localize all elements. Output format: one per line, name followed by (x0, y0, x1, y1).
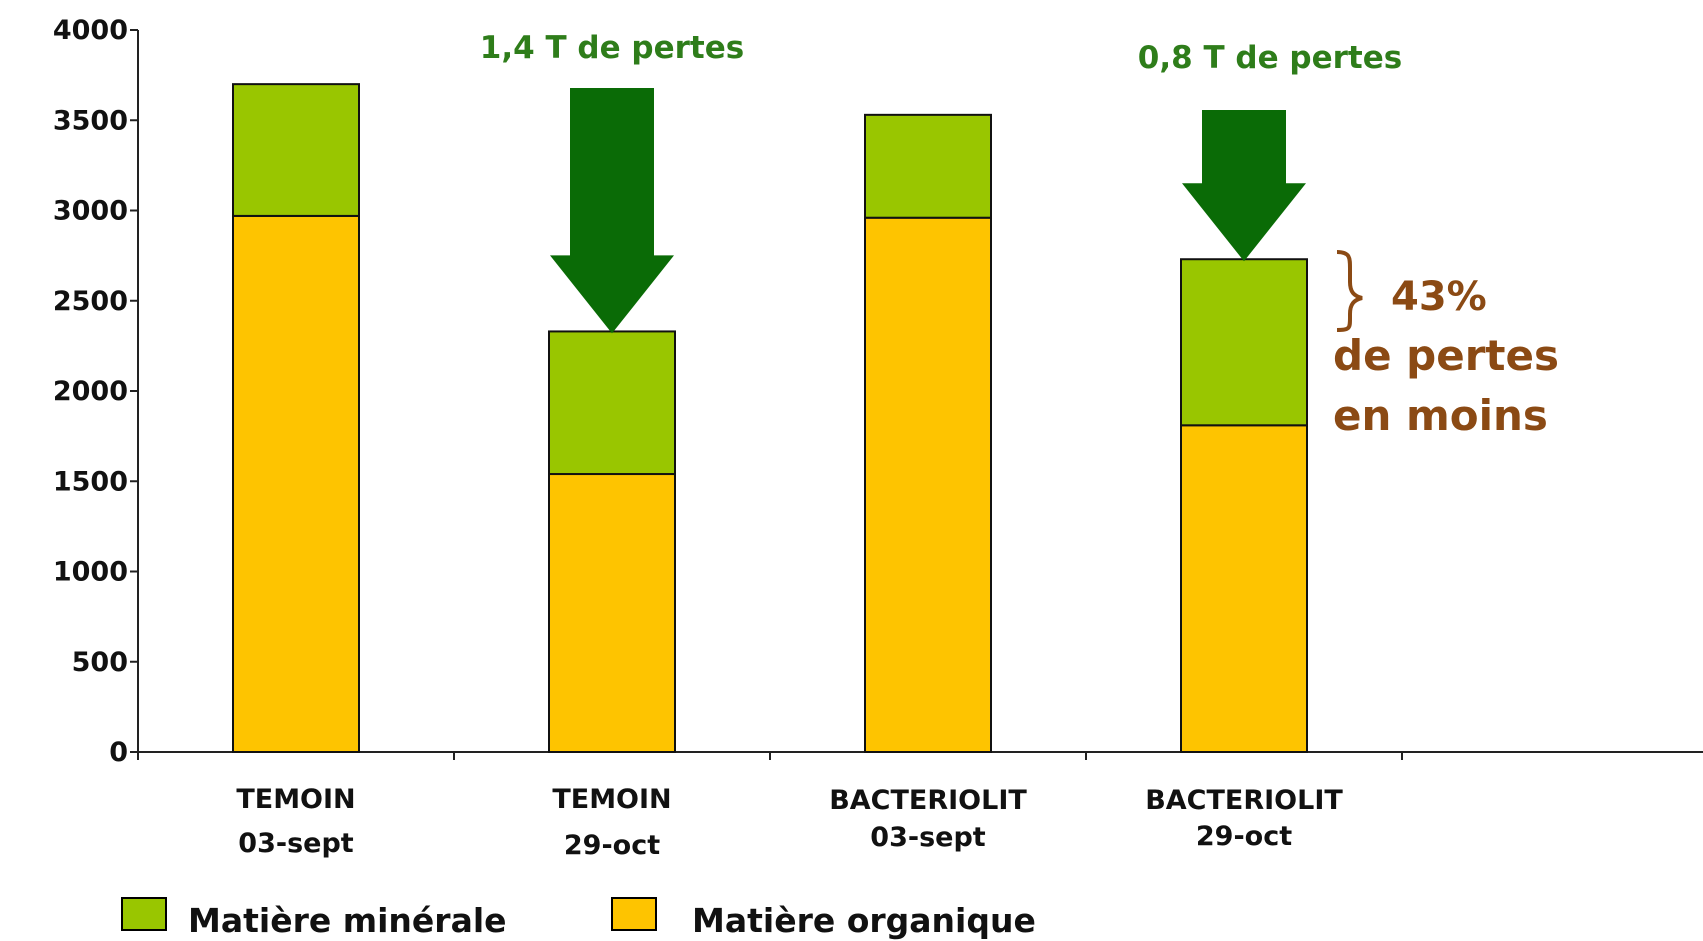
x-category-label: BACTERIOLIT (829, 785, 1027, 816)
bar-segment-organic (1180, 424, 1308, 753)
y-tick-label: 0 (109, 737, 128, 768)
loss-arrows (550, 88, 1306, 334)
bars (232, 83, 1308, 754)
loss-arrow-icon (550, 88, 674, 334)
y-tick-label: 2500 (53, 286, 128, 317)
loss-temoin-label: 1,4 T de pertes (480, 30, 744, 66)
x-category-label: 03-sept (238, 828, 353, 859)
x-category-label: 03-sept (870, 822, 985, 853)
loss-bacteriolit-label: 0,8 T de pertes (1138, 40, 1402, 76)
bar-segment-organic (232, 214, 360, 754)
loss-arrow-icon (1182, 110, 1306, 262)
reduction-percent: 43% (1391, 274, 1487, 320)
legend-label-mineral: Matière minérale (188, 901, 507, 940)
x-category-label: BACTERIOLIT (1145, 785, 1343, 816)
x-category-label: 29-oct (1196, 821, 1292, 852)
y-tick-label: 500 (72, 647, 128, 678)
legend-swatch-mineral (121, 897, 167, 931)
x-category-label: 29-oct (564, 830, 660, 861)
y-tick-label: 1500 (53, 466, 128, 497)
bar-segment-organic (864, 216, 992, 754)
y-tick-label: 1000 (53, 557, 128, 588)
bar-segment-mineral (232, 83, 360, 217)
legend: Matière minérale Matière organique (121, 897, 1036, 940)
reduction-line-2: en moins (1333, 391, 1548, 440)
y-tick-label: 3000 (53, 196, 128, 227)
y-tick-label: 2000 (53, 376, 128, 407)
bar-segment-mineral (1180, 258, 1308, 427)
y-tick-label: 3500 (53, 105, 128, 136)
brace-icon (1336, 250, 1363, 332)
y-tick-label: 4000 (53, 15, 128, 46)
bar-segment-mineral (864, 113, 992, 219)
x-category-label: TEMOIN (236, 784, 355, 815)
bar-segment-mineral (548, 330, 676, 476)
legend-swatch-organic (611, 897, 657, 931)
x-category-label: TEMOIN (552, 784, 671, 815)
y-axis: 0 500 1000 1500 2000 2500 3000 3500 4000 (53, 15, 139, 768)
legend-label-organic: Matière organique (692, 901, 1036, 940)
reduction-line-1: de pertes (1333, 331, 1559, 380)
bar-segment-organic (548, 473, 676, 753)
x-axis: TEMOIN 03-sept TEMOIN 29-oct BACTERIOLIT 03-s… (137, 751, 1703, 861)
